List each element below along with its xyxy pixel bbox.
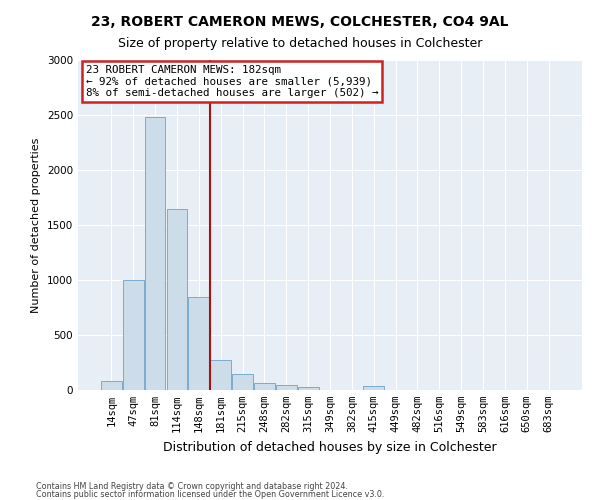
Bar (145, 117, 166, 390)
Bar (167, 208, 187, 390)
Bar (232, 374, 253, 390)
Text: Contains HM Land Registry data © Crown copyright and database right 2024.: Contains HM Land Registry data © Crown c… (36, 482, 348, 491)
Bar (298, 386, 319, 390)
Text: 23 ROBERT CAMERON MEWS: 182sqm
← 92% of detached houses are smaller (5,939)
8% o: 23 ROBERT CAMERON MEWS: 182sqm ← 92% of … (86, 65, 378, 98)
X-axis label: Distribution of detached houses by size in Colchester: Distribution of detached houses by size … (163, 440, 497, 454)
Bar (254, 384, 275, 390)
Text: 23, ROBERT CAMERON MEWS, COLCHESTER, CO4 9AL: 23, ROBERT CAMERON MEWS, COLCHESTER, CO4… (91, 15, 509, 29)
Text: Contains public sector information licensed under the Open Government Licence v3: Contains public sector information licen… (36, 490, 385, 499)
Bar (188, 296, 209, 390)
Bar (276, 384, 296, 390)
Y-axis label: Number of detached properties: Number of detached properties (31, 138, 41, 312)
Bar (123, 280, 143, 390)
Bar (210, 360, 231, 390)
Bar (101, 381, 122, 390)
Text: Size of property relative to detached houses in Colchester: Size of property relative to detached ho… (118, 38, 482, 51)
Bar (364, 386, 384, 390)
